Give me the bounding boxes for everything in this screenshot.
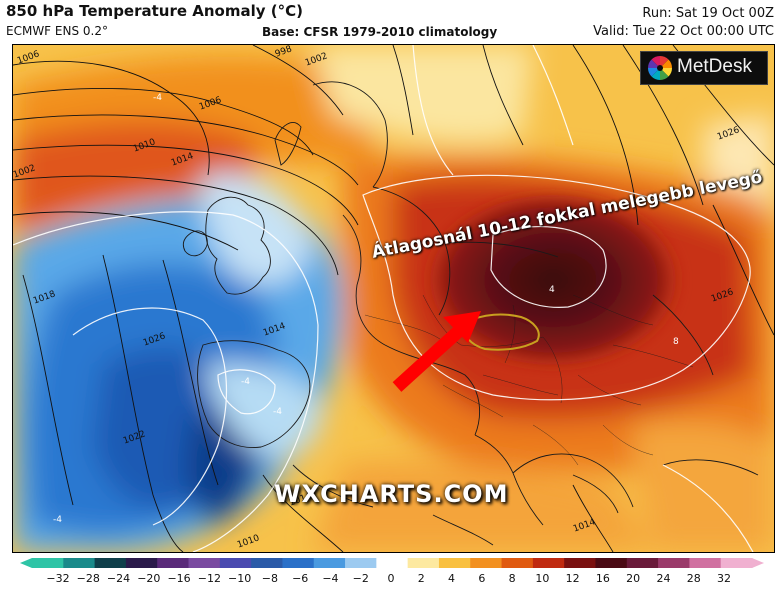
colorbar-tick-label: −28	[76, 572, 100, 585]
colorbar-tick-label: 20	[626, 572, 641, 585]
colorbar-segment	[376, 558, 409, 568]
colorbar-tick-label: −8	[261, 572, 279, 585]
country-borders	[364, 294, 694, 466]
colorbar-tick-label: −12	[197, 572, 221, 585]
colorbar-segment	[595, 558, 628, 568]
colorbar-tick-label: 24	[656, 572, 671, 585]
colorbar-max-arrow	[752, 558, 764, 568]
metdesk-logo-text: MetDesk	[677, 56, 752, 77]
colorbar-tick-label: 2	[417, 572, 425, 585]
anomaly-contours	[13, 45, 754, 552]
colorbar-tick-label: 16	[595, 572, 610, 585]
colorbar	[20, 558, 764, 568]
colorbar-tick-label: −20	[137, 572, 161, 585]
colorbar-tick-label: 32	[717, 572, 731, 585]
colorbar-segment	[532, 558, 565, 568]
valid-time: Valid: Tue 22 Oct 00:00 UTC	[593, 24, 774, 39]
anomaly-map[interactable]: 1006 998 1002 1006 1010 1014 1014 1018 1022 1026 1…	[12, 44, 775, 553]
hungary-outline	[463, 313, 540, 351]
colorbar-tick-label: −16	[167, 572, 191, 585]
colorbar-tick-label: 28	[686, 572, 701, 585]
wxcharts-watermark: WXCHARTS.COM	[274, 480, 509, 508]
coastlines	[182, 81, 759, 546]
colorbar-segment	[501, 558, 534, 568]
colorbar-tick-label: 6	[478, 572, 486, 585]
model-label: ECMWF ENS 0.2°	[6, 24, 108, 38]
colorbar-tick-label: −10	[228, 572, 252, 585]
colorbar-segment	[313, 558, 346, 568]
colorbar-segment	[564, 558, 596, 568]
colorbar-tick-label: 12	[565, 572, 580, 585]
colorbar-ticks: −32 −28 −24 −20 −16 −12 −10 −8 −6 −4 −2 0 2 4 6 8 10 12 16…	[0, 570, 784, 590]
metdesk-logo-icon	[647, 55, 673, 81]
colorbar-tick-label: −24	[106, 572, 131, 585]
colorbar-segment	[689, 558, 722, 568]
colorbar-segment	[219, 558, 252, 568]
colorbar-segment	[63, 558, 96, 568]
anomaly-contour-label: -4	[273, 407, 282, 417]
colorbar-segment	[720, 558, 753, 568]
colorbar-segment	[157, 558, 190, 568]
colorbar-tick-label: −4	[322, 572, 339, 585]
map-canvas	[13, 45, 774, 552]
heat-dome-core	[423, 190, 683, 370]
colorbar-segment	[658, 558, 690, 568]
colorbar-tick-label: 10	[535, 572, 550, 585]
anomaly-contour-label: 8	[673, 337, 679, 347]
anomaly-contour-label: -4	[153, 93, 162, 103]
colorbar-segment	[94, 558, 127, 568]
colorbar-tick-label: −2	[352, 572, 369, 585]
anomaly-contour-label: -4	[53, 515, 62, 525]
colorbar-tick-label: 8	[508, 572, 516, 585]
colorbar-min-arrow	[20, 558, 32, 568]
anomaly-contour-label: -4	[241, 377, 250, 387]
colorbar-segment	[407, 558, 440, 568]
base-climatology: Base: CFSR 1979-2010 climatology	[262, 25, 498, 39]
colorbar-segment	[438, 558, 471, 568]
map-header: 850 hPa Temperature Anomaly (°C) ECMWF E…	[0, 0, 784, 44]
colorbar-segment	[32, 558, 64, 568]
colorbar-segment	[125, 558, 158, 568]
metdesk-logo: MetDesk	[640, 51, 768, 85]
colorbar-tick-label: 4	[448, 572, 456, 585]
colorbar-segment	[282, 558, 315, 568]
colorbar-segment	[188, 558, 221, 568]
chart-title: 850 hPa Temperature Anomaly (°C)	[6, 2, 303, 20]
colorbar-segment	[470, 558, 503, 568]
colorbar-segment	[345, 558, 377, 568]
colorbar-tick-label: −32	[46, 572, 70, 585]
run-time: Run: Sat 19 Oct 00Z	[642, 6, 774, 21]
annotation-arrow	[392, 311, 481, 392]
colorbar-segment	[251, 558, 283, 568]
colorbar-segment	[626, 558, 659, 568]
colorbar-tick-label: 0	[387, 572, 395, 585]
colorbar-tick-label: −6	[292, 572, 309, 585]
anomaly-contour-label: 4	[549, 285, 555, 295]
